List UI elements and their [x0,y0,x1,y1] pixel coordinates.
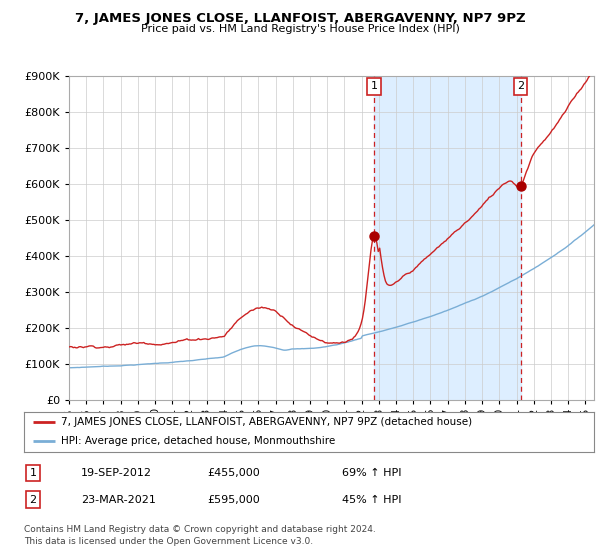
Text: 45% ↑ HPI: 45% ↑ HPI [342,494,401,505]
Text: 7, JAMES JONES CLOSE, LLANFOIST, ABERGAVENNY, NP7 9PZ: 7, JAMES JONES CLOSE, LLANFOIST, ABERGAV… [74,12,526,25]
Bar [374,76,521,400]
Text: 7, JAMES JONES CLOSE, LLANFOIST, ABERGAVENNY, NP7 9PZ (detached house): 7, JAMES JONES CLOSE, LLANFOIST, ABERGAV… [61,418,472,427]
Text: 69% ↑ HPI: 69% ↑ HPI [342,468,401,478]
Text: 1: 1 [29,468,37,478]
Text: 2: 2 [29,494,37,505]
Text: Contains HM Land Registry data © Crown copyright and database right 2024.
This d: Contains HM Land Registry data © Crown c… [24,525,376,546]
Text: £455,000: £455,000 [207,468,260,478]
Text: 19-SEP-2012: 19-SEP-2012 [81,468,152,478]
Text: £595,000: £595,000 [207,494,260,505]
Text: Price paid vs. HM Land Registry's House Price Index (HPI): Price paid vs. HM Land Registry's House … [140,24,460,34]
Text: 23-MAR-2021: 23-MAR-2021 [81,494,156,505]
Text: HPI: Average price, detached house, Monmouthshire: HPI: Average price, detached house, Monm… [61,436,335,446]
Text: 2: 2 [517,81,524,91]
Text: 1: 1 [371,81,377,91]
